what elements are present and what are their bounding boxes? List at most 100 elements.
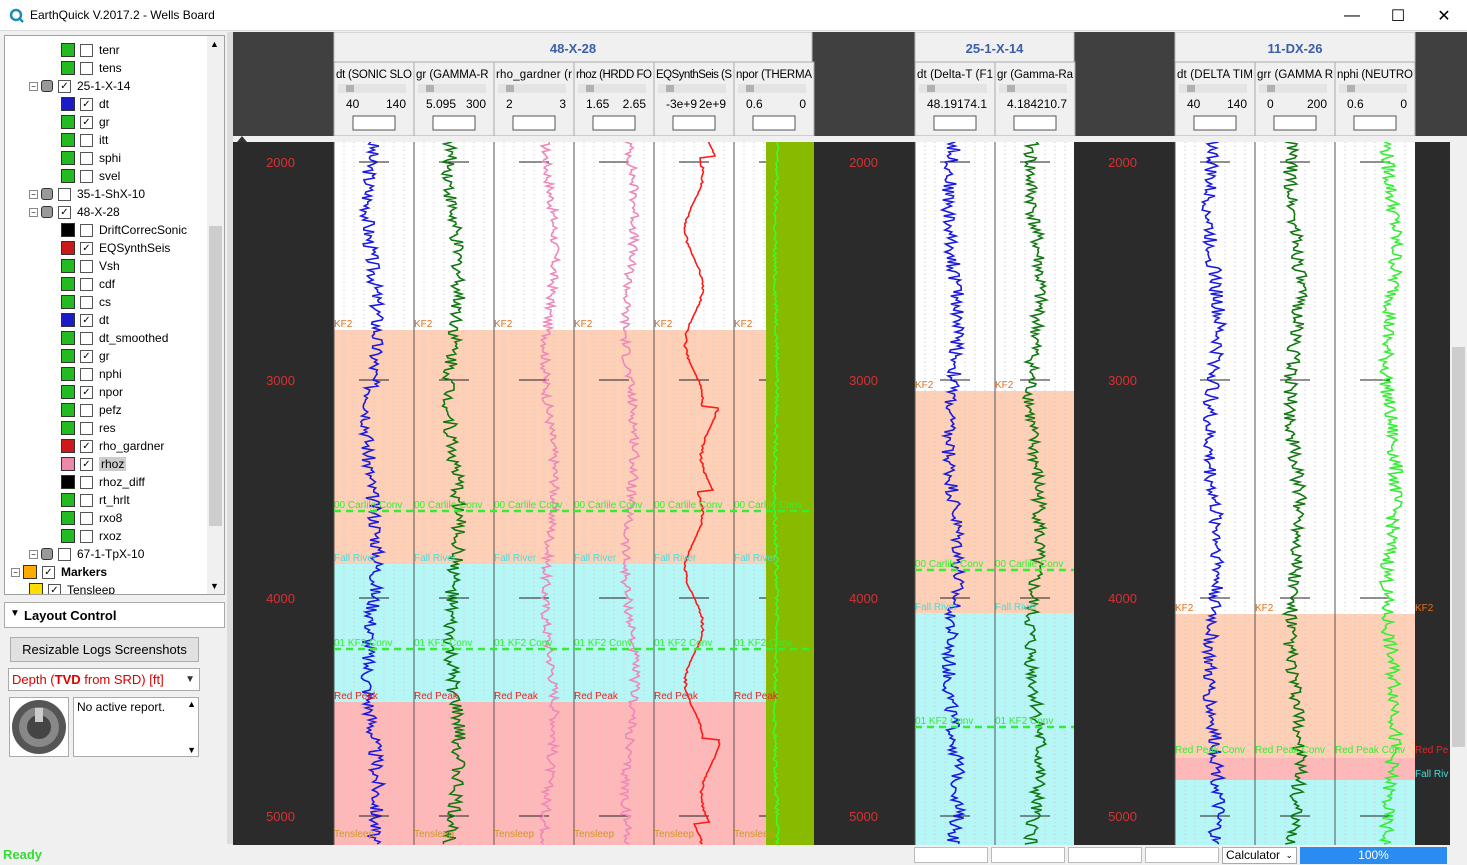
tree-item[interactable]: ✓ rho_gardner	[61, 437, 164, 455]
tree-item-label: tens	[99, 61, 122, 75]
tree-item[interactable]: DriftCorrecSonic	[61, 221, 187, 239]
board-scroll-thumb	[1452, 347, 1465, 747]
report-knob-icon[interactable]	[9, 697, 69, 757]
collapse-toggle-icon[interactable]: −	[29, 81, 38, 91]
data-tree[interactable]: tenr tens − ✓ 25-1-X-14 ✓ dt ✓ gr itt sphi svel −35-…	[4, 35, 225, 595]
calculator-select[interactable]: Calculator ⌄	[1222, 847, 1297, 864]
scroll-up-icon[interactable]: ▲	[210, 39, 219, 49]
tree-checkbox[interactable]	[80, 259, 93, 273]
tree-item[interactable]: rt_hrlt	[61, 491, 130, 509]
tree-item[interactable]: ✓ Tensleep	[29, 581, 115, 594]
tree-checkbox[interactable]: ✓	[80, 439, 93, 453]
collapse-toggle-icon[interactable]: −	[29, 207, 38, 217]
tree-checkbox[interactable]: ✓	[42, 565, 55, 579]
tree-checkbox[interactable]	[80, 43, 93, 57]
tree-checkbox[interactable]	[80, 475, 93, 489]
tree-checkbox[interactable]	[58, 187, 71, 201]
tree-item[interactable]: ✓ EQSynthSeis	[61, 239, 170, 257]
tree-item[interactable]: tens	[61, 59, 122, 77]
gr-curve	[1377, 141, 1405, 845]
tree-checkbox[interactable]: ✓	[80, 241, 93, 255]
tree-item-label: dt	[99, 313, 110, 327]
tree-item[interactable]: ✓ dt	[61, 311, 109, 329]
collapse-toggle-icon[interactable]: −	[29, 189, 38, 199]
tree-item[interactable]: sphi	[61, 149, 121, 167]
tree-checkbox[interactable]	[58, 547, 71, 561]
tree-checkbox[interactable]	[80, 61, 93, 75]
tree-checkbox[interactable]	[80, 493, 93, 507]
tree-checkbox[interactable]: ✓	[58, 79, 71, 93]
collapse-toggle-icon[interactable]: −	[11, 567, 20, 577]
tree-checkbox[interactable]: ✓	[80, 349, 93, 363]
tree-item[interactable]: rhoz_diff	[61, 473, 145, 491]
tree-item[interactable]: ✓ rhoz	[61, 455, 127, 473]
tree-checkbox[interactable]: ✓	[48, 583, 61, 594]
tree-item[interactable]: pefz	[61, 401, 122, 419]
collapse-icon[interactable]: ▼	[10, 608, 20, 619]
chevron-down-icon[interactable]: ⌄	[1285, 850, 1293, 860]
scroll-down-icon[interactable]: ▼	[210, 581, 219, 591]
wells-board[interactable]: 2000300040005000200030004000500020003000…	[233, 32, 1467, 845]
tree-checkbox[interactable]	[80, 511, 93, 525]
tree-item[interactable]: res	[61, 419, 116, 437]
marker-label: 00 Carlile Conv	[574, 500, 642, 511]
tree-item[interactable]: ✓ gr	[61, 113, 110, 131]
tree-checkbox[interactable]	[80, 169, 93, 183]
close-button[interactable]: ✕	[1437, 7, 1451, 25]
tree-item[interactable]: dt_smoothed	[61, 329, 168, 347]
tree-item[interactable]: cs	[61, 293, 111, 311]
curve-icon	[61, 43, 75, 57]
collapse-toggle-icon[interactable]: −	[29, 549, 38, 559]
tree-checkbox[interactable]	[80, 133, 93, 147]
tree-item[interactable]: Vsh	[61, 257, 120, 275]
tree-checkbox[interactable]	[80, 421, 93, 435]
resizable-logs-screenshots-button[interactable]: Resizable Logs Screenshots	[10, 637, 199, 662]
marker-label: KF2	[654, 319, 673, 330]
tree-scroll-thumb[interactable]	[209, 226, 222, 526]
minimize-button[interactable]: —	[1344, 6, 1360, 24]
tree-checkbox[interactable]	[80, 529, 93, 543]
tree-checkbox[interactable]: ✓	[80, 313, 93, 327]
marker-label: Tensleep	[734, 829, 774, 840]
tree-checkbox[interactable]: ✓	[80, 115, 93, 129]
layout-control-header[interactable]: ▼ Layout Control	[4, 602, 225, 628]
tree-item[interactable]: svel	[61, 167, 120, 185]
panel-splitter[interactable]	[227, 32, 233, 844]
tree-checkbox[interactable]	[80, 403, 93, 417]
chevron-down-icon[interactable]: ▼	[185, 674, 195, 685]
tree-item[interactable]: ✓ dt	[61, 95, 109, 113]
tree-item[interactable]: rxo8	[61, 509, 122, 527]
chevron-up-icon[interactable]: ▲	[187, 699, 196, 709]
tree-scrollbar[interactable]: ▲ ▼	[207, 36, 224, 594]
tree-checkbox[interactable]	[80, 295, 93, 309]
tree-checkbox[interactable]	[80, 277, 93, 291]
curve-max: 210.7	[1037, 97, 1067, 111]
tree-item[interactable]: ✓ npor	[61, 383, 123, 401]
tree-item[interactable]: − 35-1-ShX-10	[29, 185, 145, 203]
tree-item[interactable]: − ✓ Markers	[11, 563, 107, 581]
dt-curve	[357, 141, 387, 845]
tree-item[interactable]: nphi	[61, 365, 122, 383]
tree-checkbox[interactable]: ✓	[80, 97, 93, 111]
tree-checkbox[interactable]	[80, 151, 93, 165]
curve-icon	[61, 97, 75, 111]
tree-item[interactable]: − ✓ 48-X-28	[29, 203, 120, 221]
chevron-down-icon[interactable]: ▼	[187, 745, 196, 755]
tree-checkbox[interactable]	[80, 331, 93, 345]
tree-item[interactable]: itt	[61, 131, 108, 149]
tree-checkbox[interactable]	[80, 223, 93, 237]
tree-item[interactable]: tenr	[61, 41, 120, 59]
tree-item[interactable]: cdf	[61, 275, 115, 293]
tree-checkbox[interactable]: ✓	[58, 205, 71, 219]
tree-item[interactable]: − 67-1-TpX-10	[29, 545, 144, 563]
depth-reference-select[interactable]: Depth (TVD from SRD) [ft] ▼	[8, 668, 200, 691]
tree-checkbox[interactable]	[80, 367, 93, 381]
tree-item[interactable]: − ✓ 25-1-X-14	[29, 77, 130, 95]
tree-checkbox[interactable]: ✓	[80, 385, 93, 399]
curve-icon	[61, 331, 75, 345]
tree-item[interactable]: rxoz	[61, 527, 122, 545]
tree-item[interactable]: ✓ gr	[61, 347, 110, 365]
tree-checkbox[interactable]: ✓	[80, 457, 93, 471]
maximize-button[interactable]: ☐	[1390, 7, 1406, 25]
curve-slider	[498, 84, 566, 93]
